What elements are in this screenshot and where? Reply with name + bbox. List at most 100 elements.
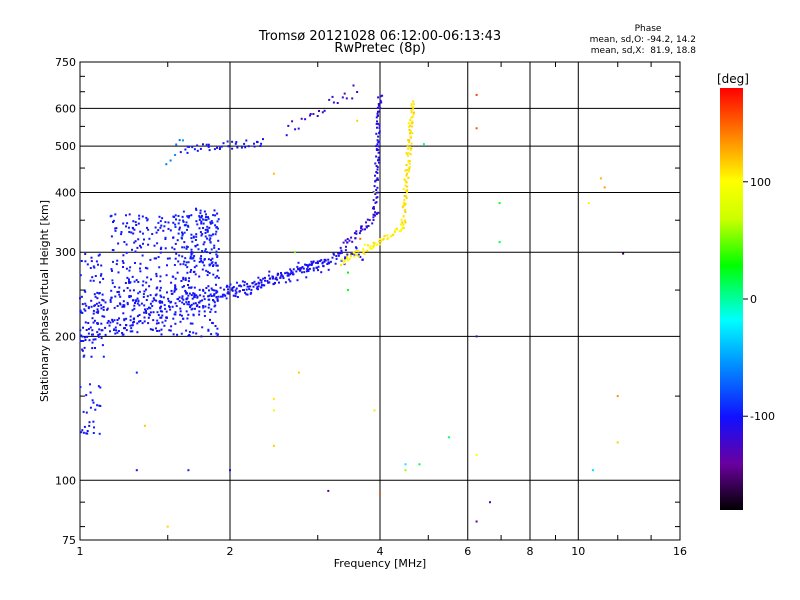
data-point [371, 222, 374, 225]
data-point [214, 304, 217, 307]
data-point [326, 263, 329, 265]
data-point [90, 355, 93, 358]
data-point [142, 296, 145, 298]
data-point [121, 332, 124, 334]
data-point [111, 269, 113, 272]
data-point [377, 135, 380, 138]
data-point [189, 305, 192, 307]
data-point [404, 169, 407, 172]
data-point [159, 251, 162, 254]
data-point [335, 255, 338, 257]
data-point [174, 322, 177, 325]
data-point [159, 226, 162, 229]
data-point [362, 248, 365, 251]
data-point [234, 289, 237, 292]
colorbar [720, 88, 743, 510]
data-point [139, 244, 141, 247]
data-point [155, 322, 158, 325]
data-point [375, 122, 378, 125]
data-point [335, 257, 338, 260]
y-tick-label: 500 [55, 140, 76, 153]
data-point [327, 489, 330, 492]
data-point [342, 241, 345, 244]
data-point [222, 142, 225, 145]
data-point [112, 221, 114, 223]
data-point [188, 333, 191, 336]
data-point [264, 276, 266, 279]
data-point [412, 106, 415, 109]
data-point [117, 330, 120, 332]
data-point [176, 333, 179, 336]
data-point [324, 259, 327, 262]
data-point [260, 279, 263, 282]
data-point [82, 326, 84, 329]
data-point [400, 223, 403, 226]
data-point [221, 293, 224, 296]
data-point [404, 209, 407, 212]
data-point [373, 409, 376, 412]
data-point [215, 226, 218, 229]
data-point [357, 250, 360, 253]
phase-box-line1: mean, sd,O: -94.2, 14.2 [590, 35, 696, 45]
data-point [378, 132, 381, 135]
data-point [203, 310, 206, 313]
data-point [134, 250, 137, 253]
data-point [374, 211, 377, 214]
data-point [376, 166, 379, 169]
data-point [311, 262, 313, 265]
data-point [204, 235, 207, 238]
data-point [193, 296, 196, 299]
data-point [138, 290, 141, 293]
data-point [411, 121, 414, 124]
data-point [410, 103, 413, 106]
data-point [185, 292, 188, 295]
data-point [404, 219, 406, 222]
data-point [104, 301, 107, 304]
data-point [139, 270, 142, 273]
data-point [236, 296, 239, 298]
data-point [170, 281, 173, 284]
data-point [207, 145, 210, 148]
data-point [206, 274, 209, 277]
data-point [126, 222, 129, 225]
data-point [402, 227, 405, 229]
data-point [131, 248, 133, 251]
data-point [209, 318, 211, 321]
data-point [367, 225, 370, 227]
data-point [174, 285, 177, 288]
data-point [340, 251, 343, 254]
data-point [97, 385, 100, 388]
data-point [379, 240, 382, 243]
data-point [86, 263, 89, 266]
data-point [187, 280, 190, 283]
data-point [109, 330, 111, 333]
data-point [132, 232, 135, 235]
data-point [210, 287, 213, 290]
data-point [98, 432, 101, 435]
data-point [164, 221, 167, 224]
data-point [82, 410, 85, 413]
data-point [408, 166, 411, 169]
data-point [126, 287, 129, 289]
data-point [344, 256, 347, 259]
data-point [242, 289, 244, 291]
data-point [202, 243, 205, 246]
data-point [198, 227, 201, 230]
data-point [407, 152, 410, 155]
data-point [131, 299, 134, 302]
data-point [85, 411, 88, 414]
data-point [190, 286, 193, 289]
data-point [141, 254, 144, 257]
data-point [406, 185, 409, 188]
data-point [147, 322, 150, 325]
data-point [236, 146, 239, 149]
data-point [212, 233, 214, 236]
data-point [193, 148, 196, 151]
data-point [374, 242, 377, 245]
data-point [125, 251, 128, 254]
data-point [122, 222, 125, 225]
data-point [216, 298, 219, 301]
data-point [386, 234, 389, 237]
data-point [327, 268, 330, 271]
data-point [327, 262, 330, 265]
